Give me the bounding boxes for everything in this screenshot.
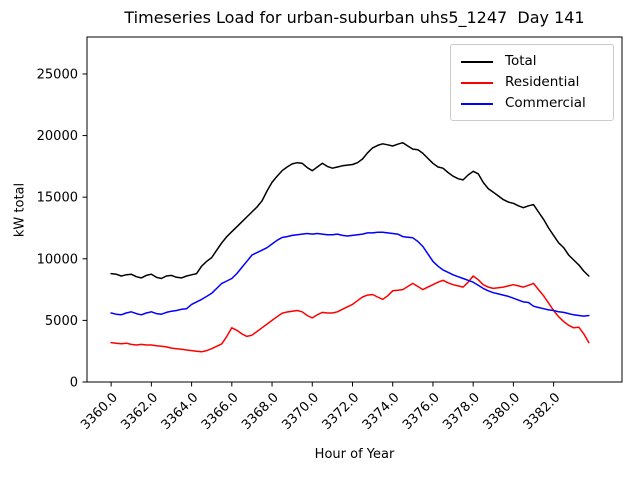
x-tick-label: 3376.0 — [400, 390, 443, 433]
y-tick-label: 15000 — [37, 191, 78, 206]
legend-sample-line — [461, 60, 493, 63]
y-tick-label: 0 — [70, 376, 78, 391]
x-tick-label: 3378.0 — [440, 390, 483, 433]
y-tick-label: 20000 — [37, 129, 78, 144]
y-tick-label: 10000 — [37, 252, 78, 267]
legend-sample-line — [461, 81, 493, 84]
x-tick-label: 3360.0 — [78, 390, 121, 433]
x-tick-label: 3374.0 — [360, 390, 403, 433]
x-tick-label: 3372.0 — [320, 390, 363, 433]
x-tick-label: 3364.0 — [159, 390, 202, 433]
series-line-commercial — [110, 231, 590, 317]
series-line-total — [110, 141, 590, 280]
legend-row-commercial: Commercial — [451, 93, 613, 114]
y-axis-label: kW total — [12, 182, 28, 238]
legend: Total Residential Commercial — [450, 44, 614, 121]
legend-row-residential: Residential — [451, 72, 613, 93]
y-tick-label: 5000 — [45, 314, 78, 329]
x-tick-label: 3362.0 — [118, 390, 161, 433]
chart-title: Timeseries Load for urban-suburban uhs5_… — [124, 8, 585, 27]
legend-label: Total — [505, 53, 537, 69]
x-tick-label: 3380.0 — [480, 390, 523, 433]
x-tick-label: 3366.0 — [199, 390, 242, 433]
axes-frame — [86, 36, 623, 383]
legend-sample-line — [461, 102, 493, 105]
series-line-residential — [110, 275, 590, 353]
x-axis-label: Hour of Year — [314, 447, 395, 462]
x-tick-label: 3370.0 — [279, 390, 322, 433]
legend-row-total: Total — [451, 51, 613, 72]
x-tick-label: 3368.0 — [239, 390, 282, 433]
x-tick-label: 3382.0 — [521, 390, 564, 433]
legend-label: Residential — [505, 74, 580, 90]
y-tick-label: 25000 — [37, 67, 78, 82]
legend-label: Commercial — [505, 95, 586, 111]
